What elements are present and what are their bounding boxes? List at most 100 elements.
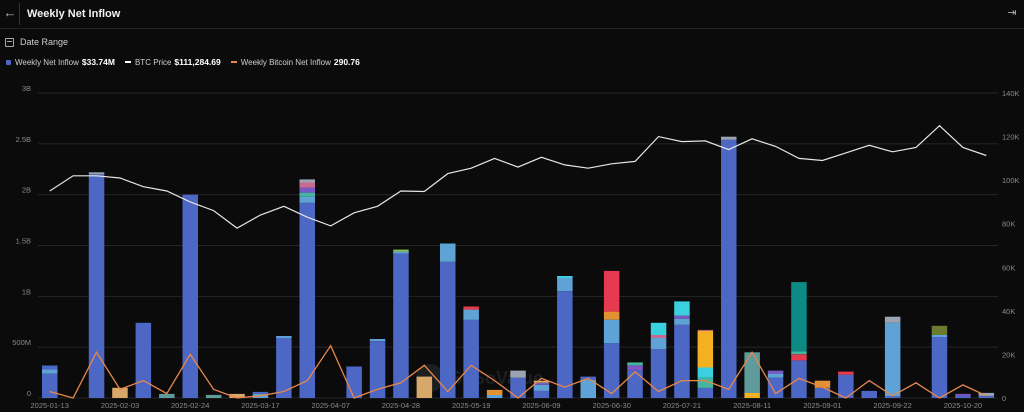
- bar-segment: [299, 196, 315, 203]
- bar-segment: [486, 394, 503, 398]
- x-tick-label: 2025-06-09: [522, 401, 560, 410]
- bar-segment: [697, 329, 714, 331]
- btc-price-line: [49, 124, 987, 229]
- bar-segment: [744, 352, 760, 393]
- bar-segment: [931, 325, 948, 335]
- bar-segment: [650, 335, 667, 338]
- header-bar: ← Weekly Net Inflow ⇥: [0, 0, 1024, 29]
- bar-segment: [721, 139, 737, 399]
- bar-segment: [252, 391, 269, 394]
- y-tick-label-left: 500M: [12, 338, 31, 347]
- bar-segment: [510, 370, 526, 378]
- bar-segment: [838, 374, 854, 398]
- bar-segment: [955, 393, 971, 396]
- legend-item-btc-price[interactable]: BTC Price $111,284.69: [124, 57, 221, 67]
- bar-segment: [205, 394, 222, 398]
- bar-segment: [650, 322, 667, 335]
- x-tick-label: 2025-02-24: [171, 401, 209, 410]
- bar-segment: [299, 182, 315, 188]
- bar-segment: [135, 322, 152, 398]
- bar-segment: [674, 301, 690, 316]
- bar-segment: [650, 338, 667, 350]
- x-tick-label: 2025-08-11: [733, 401, 771, 410]
- grid-lines: [38, 92, 998, 399]
- legend-swatch: [124, 61, 131, 63]
- bar-segment: [767, 373, 784, 378]
- bar-segment: [112, 387, 128, 398]
- date-range-button[interactable]: Date Range: [5, 35, 68, 49]
- x-tick-label: 2025-06-30: [593, 401, 631, 410]
- bar-segment: [650, 349, 667, 398]
- legend-item-weekly-net-inflow[interactable]: Weekly Net Inflow $33.74M: [6, 57, 115, 67]
- bar-segment: [533, 384, 550, 391]
- bar-segment: [603, 343, 620, 398]
- bar-segment: [978, 392, 995, 396]
- bar-segment: [627, 365, 643, 371]
- bar-segment: [697, 377, 714, 388]
- bar-segment: [767, 370, 784, 374]
- x-tick-label: 2025-09-01: [803, 401, 841, 410]
- bar-segment: [627, 362, 643, 366]
- bar-segment: [299, 202, 315, 398]
- bar-segment: [697, 387, 714, 398]
- bar-segment: [42, 365, 58, 370]
- bar-segment: [229, 393, 245, 398]
- bar-segment: [674, 324, 690, 398]
- bar-segment: [533, 380, 550, 383]
- bar-segment: [557, 291, 573, 399]
- legend-label: Weekly Net Inflow: [15, 57, 79, 67]
- bar-segment: [416, 376, 433, 398]
- legend-value: $33.74M: [81, 57, 115, 67]
- bar-segment: [510, 377, 526, 398]
- y-tick-label-right: 100K: [1002, 176, 1020, 185]
- y-tick-label-left: 1B: [22, 287, 31, 296]
- bar-segment: [814, 380, 831, 388]
- bar-segment: [159, 393, 175, 398]
- x-tick-label: 2025-04-28: [382, 401, 420, 410]
- y-tick-label-left: 1.5B: [16, 237, 31, 246]
- x-tick-label: 2025-09-22: [873, 401, 911, 410]
- bars-layer: [42, 136, 995, 399]
- bar-segment: [603, 270, 620, 312]
- bar-segment: [744, 392, 760, 398]
- y-axis-left: 3B 2.5B 2B 1.5B 1B 500M 0: [12, 84, 31, 398]
- bar-segment: [674, 318, 690, 325]
- y-tick-label-right: 0: [1002, 394, 1006, 403]
- date-range-label: Date Range: [20, 37, 69, 47]
- y-tick-label-right: 80K: [1002, 220, 1015, 229]
- bar-segment: [791, 351, 807, 355]
- bar-segment: [182, 194, 198, 398]
- legend-item-weekly-bitcoin-net-inflow[interactable]: Weekly Bitcoin Net Inflow 290.76: [230, 57, 360, 67]
- x-axis: 2025-01-13 2025-02-03 2025-02-24 2025-03-17…: [31, 401, 983, 410]
- bar-segment: [463, 306, 479, 310]
- bar-segment: [931, 335, 948, 337]
- y-tick-label-right: 120K: [1002, 133, 1020, 142]
- bar-segment: [88, 172, 105, 175]
- bar-segment: [463, 309, 479, 320]
- legend-label: BTC Price: [134, 57, 172, 67]
- x-tick-label: 2025-03-17: [241, 401, 279, 410]
- bar-segment: [486, 389, 503, 395]
- bar-segment: [463, 319, 479, 398]
- bar-segment: [861, 390, 877, 398]
- y-axis-right: 140K 120K 100K 80K 60K 40K 20K 0: [1002, 89, 1020, 403]
- bar-segment: [393, 249, 409, 252]
- bar-segment: [440, 243, 456, 262]
- legend-label: Weekly Bitcoin Net Inflow: [240, 57, 331, 67]
- bar-segment: [955, 396, 971, 398]
- bar-segment: [767, 377, 784, 398]
- y-tick-label-right: 20K: [1002, 350, 1015, 359]
- btc-inflow-line: [49, 344, 987, 399]
- x-tick-label: 2025-10-20: [944, 401, 982, 410]
- y-tick-label-left: 0: [27, 389, 31, 398]
- bar-segment: [978, 396, 995, 398]
- bar-segment: [721, 136, 737, 140]
- collapse-panel-icon[interactable]: ⇥: [1007, 7, 1017, 19]
- bar-segment: [674, 315, 690, 319]
- bar-segment: [346, 366, 362, 398]
- arrow-left-icon[interactable]: ←: [3, 5, 17, 20]
- bar-segment: [369, 341, 386, 398]
- bar-segment: [42, 369, 58, 374]
- bar-segment: [557, 278, 573, 292]
